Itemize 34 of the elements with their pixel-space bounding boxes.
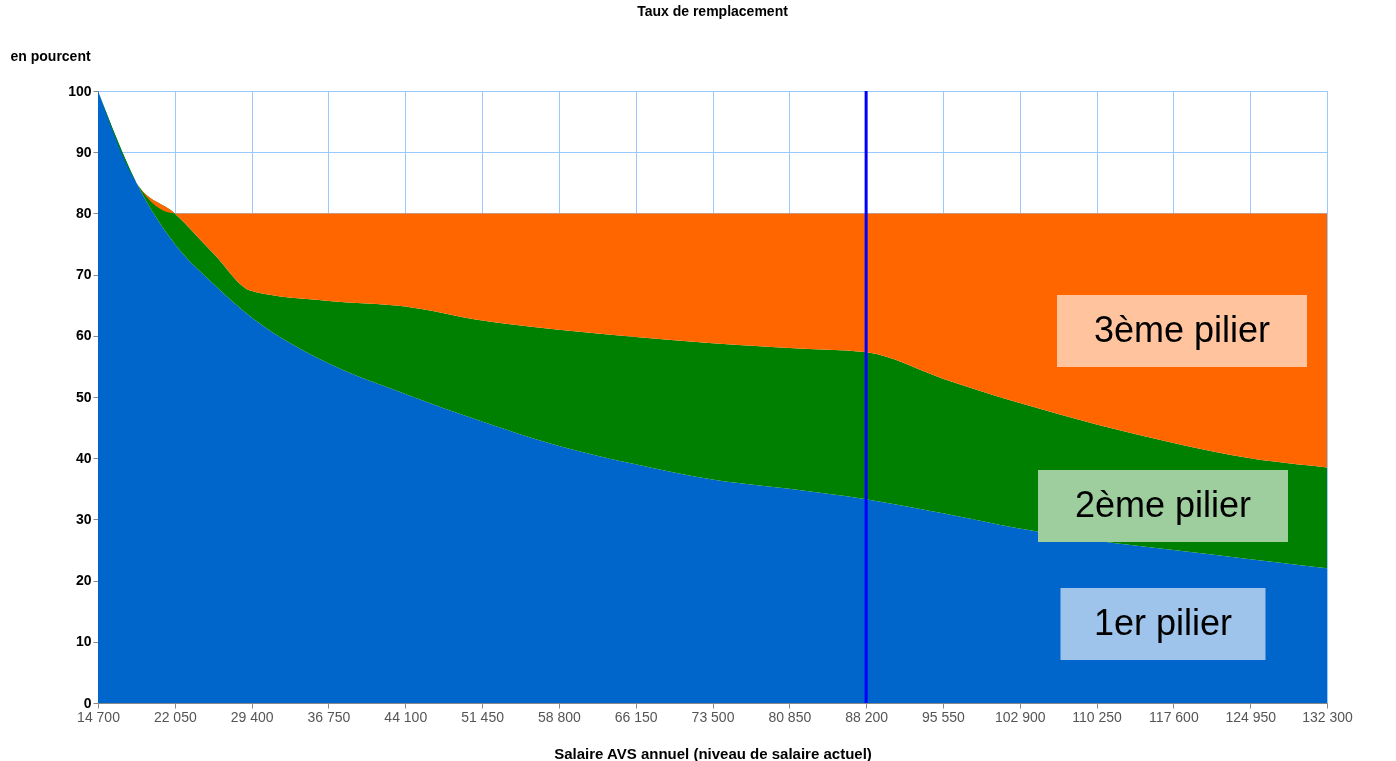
x-axis-title: Salaire AVS annuel (niveau de salaire actuel) xyxy=(554,744,872,761)
x-tick-label: 29 400 xyxy=(230,708,274,725)
y-tick-label: 90 xyxy=(75,143,92,160)
x-tick-label: 88 200 xyxy=(845,708,889,725)
x-tick-label: 124 950 xyxy=(1225,708,1277,725)
x-tick-label: 102 900 xyxy=(994,708,1046,725)
chart-title: Taux de remplacement xyxy=(637,3,789,19)
y-tick-label: 0 xyxy=(83,694,92,711)
x-tick-label: 51 450 xyxy=(461,708,505,725)
x-tick-label: 22 050 xyxy=(153,708,197,725)
x-tick-label: 95 550 xyxy=(922,708,966,725)
x-tick-label: 14 700 xyxy=(77,708,121,725)
x-tick-label: 66 150 xyxy=(614,708,658,725)
y-tick-label: 40 xyxy=(75,449,92,466)
x-tick-label: 36 750 xyxy=(307,708,351,725)
y-tick-label: 10 xyxy=(75,633,92,650)
y-tick-label: 20 xyxy=(75,572,92,589)
x-tick-label: 117 600 xyxy=(1149,708,1199,725)
y-tick-label: 60 xyxy=(75,327,92,344)
x-tick-label: 73 500 xyxy=(691,708,735,725)
x-tick-label: 58 800 xyxy=(537,708,581,725)
series-label: 1er pilier xyxy=(1093,602,1233,643)
y-tick-label: 70 xyxy=(75,266,92,283)
x-tick-label: 80 850 xyxy=(768,708,812,725)
series-label: 3ème pilier xyxy=(1093,309,1271,350)
x-tick-label: 110 250 xyxy=(1072,708,1123,725)
series-label: 2ème pilier xyxy=(1074,484,1252,525)
y-tick-label: 50 xyxy=(75,388,92,405)
y-tick-label: 80 xyxy=(75,204,92,221)
y-tick-label: 30 xyxy=(75,510,92,527)
y-axis-title: en pourcent xyxy=(10,47,91,64)
x-tick-label: 44 100 xyxy=(384,708,428,725)
y-tick-label: 100 xyxy=(68,82,92,99)
x-tick-label: 132 300 xyxy=(1302,708,1354,725)
